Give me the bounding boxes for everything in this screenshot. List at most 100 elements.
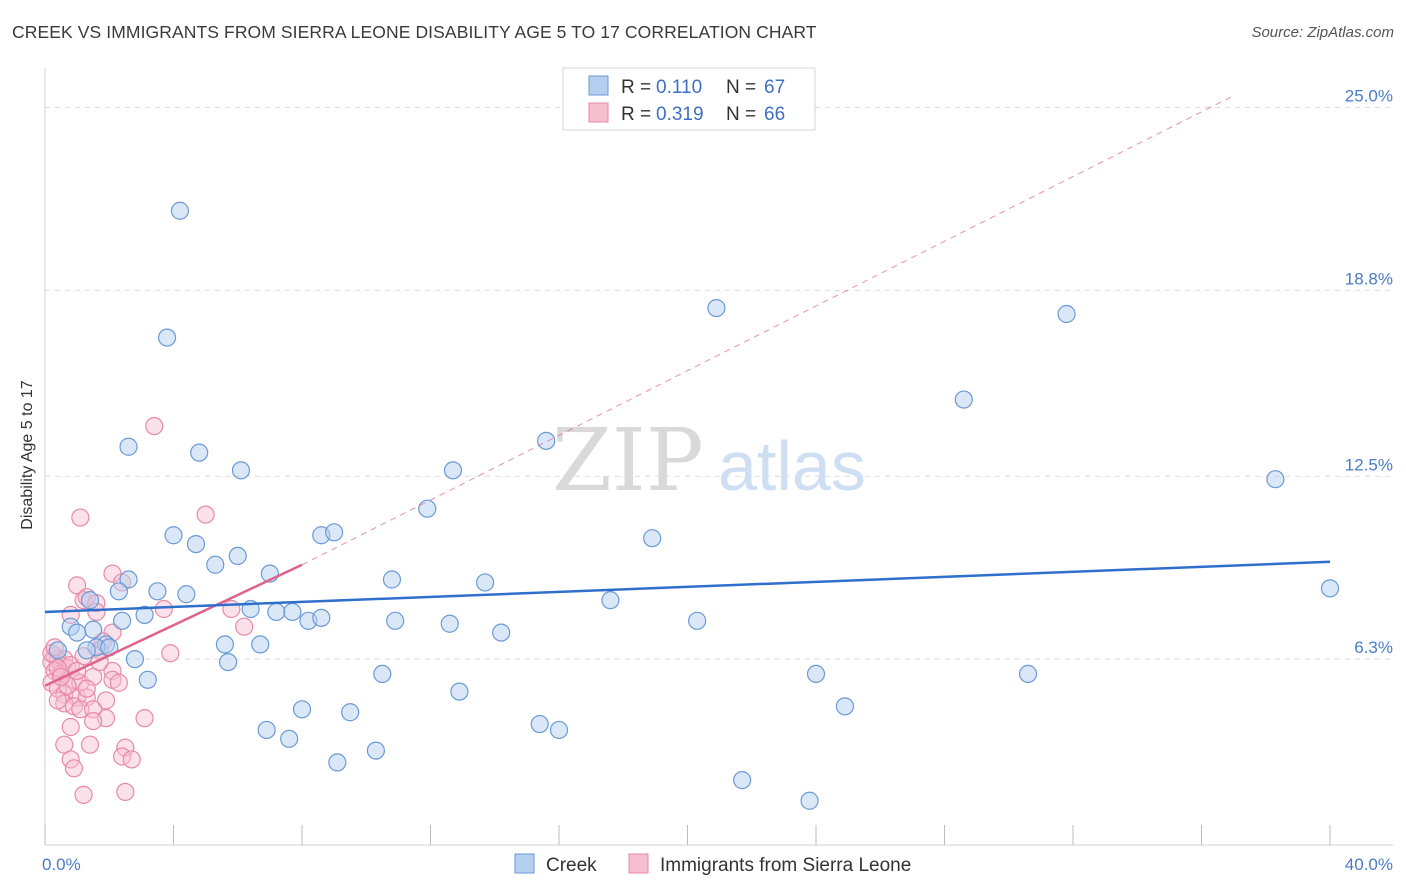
creek-point: [450, 682, 469, 701]
legend-n-label: N =: [726, 104, 756, 125]
axes: [44, 68, 1393, 846]
bottom-legend: Creek Immigrants from Sierra Leone: [514, 853, 911, 876]
x-tick-labels: 0.0% 40.0%: [42, 855, 1393, 874]
bottom-legend-sierra-leone-label: Immigrants from Sierra Leone: [660, 855, 911, 876]
creek-point: [148, 582, 167, 601]
x-tick-label: 0.0%: [42, 855, 81, 874]
sierra-leone-point: [74, 785, 93, 804]
creek-point: [112, 611, 132, 630]
y-tick-label: 25.0%: [1345, 87, 1393, 106]
creek-point: [707, 299, 726, 318]
sierra-leone-point: [235, 617, 254, 636]
creek-point: [80, 591, 100, 610]
creek-point: [109, 582, 128, 601]
sierra-leone-point: [96, 691, 116, 710]
creek-point: [186, 534, 206, 554]
sierra-leone-point: [161, 644, 180, 663]
creek-point: [1057, 304, 1076, 324]
sierra-leone-point: [145, 417, 164, 436]
creek-point: [537, 431, 556, 450]
creek-point: [215, 635, 234, 654]
creek-point: [135, 605, 154, 625]
legend-r-value: 0.319: [656, 104, 704, 125]
creek-point: [48, 641, 67, 660]
creek-point: [643, 529, 662, 548]
creek-point: [1320, 579, 1340, 598]
grid-lines: [45, 107, 1393, 660]
series-creek-points: [48, 201, 1340, 810]
creek-point: [190, 443, 209, 462]
creek-point: [443, 461, 463, 480]
creek-point: [231, 461, 251, 480]
creek-point: [440, 614, 459, 633]
creek-point: [157, 328, 177, 347]
sierra-leone-trend-extension: [301, 95, 1234, 566]
creek-point: [492, 623, 511, 642]
creek-point: [800, 791, 819, 810]
x-tick-label: 40.0%: [1345, 855, 1393, 874]
legend-n-value: 67: [764, 77, 785, 98]
chart-title: CREEK VS IMMIGRANTS FROM SIERRA LEONE DI…: [12, 22, 817, 42]
y-tick-labels: 6.3% 12.5% 18.8% 25.0%: [1345, 87, 1393, 658]
legend-n-label: N =: [726, 77, 756, 98]
sierra-leone-point: [116, 782, 135, 802]
creek-point: [386, 611, 405, 630]
trend-lines: [44, 95, 1331, 687]
creek-point: [119, 437, 138, 456]
creek-point: [601, 591, 620, 610]
creek-point: [280, 729, 299, 748]
creek-point: [257, 720, 276, 740]
y-tick-label: 12.5%: [1345, 455, 1393, 474]
creek-point: [138, 670, 157, 689]
sierra-leone-point: [71, 508, 90, 527]
legend-r-label: R =: [621, 77, 651, 98]
creek-point: [267, 602, 286, 622]
sierra-leone-point: [84, 711, 103, 731]
creek-point: [835, 697, 855, 716]
sierra-leone-point: [222, 599, 241, 619]
creek-point: [341, 703, 360, 722]
sierra-leone-point: [135, 709, 154, 728]
creek-point: [219, 652, 238, 672]
legend-r-value: 0.110: [656, 77, 702, 98]
creek-point: [382, 570, 402, 589]
creek-point: [312, 608, 331, 627]
legend-swatch-creek: [588, 75, 609, 96]
creek-point: [1266, 470, 1285, 489]
sierra-leone-point: [64, 759, 84, 778]
creek-point: [530, 714, 549, 734]
creek-point: [954, 390, 973, 409]
bottom-legend-swatch-sierra-leone: [628, 853, 649, 874]
creek-point: [170, 201, 190, 220]
sierra-leone-point: [122, 750, 141, 769]
legend-swatch-sierra-leone: [588, 102, 609, 123]
creek-point: [1018, 664, 1038, 684]
creek-point: [418, 499, 437, 518]
creek-point: [164, 526, 183, 545]
creek-point: [77, 641, 96, 660]
creek-point: [476, 573, 495, 592]
creek-point: [283, 602, 302, 622]
sierra-leone-point: [196, 505, 215, 524]
legend-n-value: 66: [764, 104, 785, 125]
creek-point: [733, 770, 752, 790]
creek-point: [688, 611, 707, 630]
creek-point: [125, 650, 145, 669]
legend-r-label: R =: [621, 104, 651, 125]
creek-point: [251, 635, 270, 654]
y-tick-label: 6.3%: [1354, 638, 1393, 657]
source-credit: Source: ZipAtlas.com: [1251, 24, 1394, 41]
sierra-leone-point: [80, 735, 100, 754]
watermark: ZIP atlas: [552, 411, 866, 511]
creek-point: [84, 620, 103, 639]
sierra-leone-point: [77, 679, 96, 698]
creek-point: [325, 523, 344, 542]
creek-point: [292, 700, 312, 719]
creek-point: [68, 623, 87, 642]
legend: R = 0.110 N = 67 R = 0.319 N = 66: [562, 67, 816, 131]
watermark-zip-text: ZIP: [552, 411, 704, 511]
creek-point: [228, 546, 247, 566]
creek-point: [549, 720, 569, 740]
creek-point: [366, 741, 385, 760]
